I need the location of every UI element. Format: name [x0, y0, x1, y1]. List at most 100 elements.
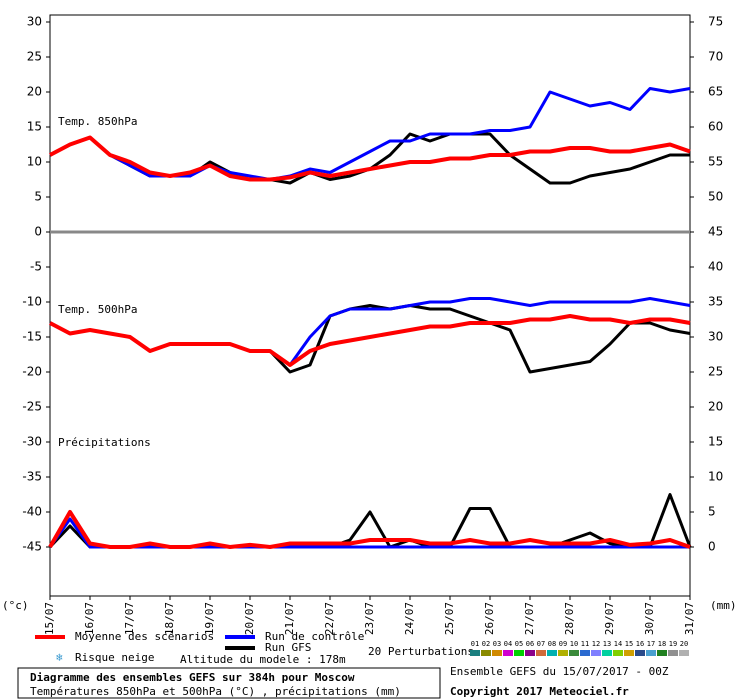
perturbation-swatch [591, 650, 601, 656]
x-tick-label: 30/07 [643, 602, 656, 635]
y-tick-label: 30 [27, 15, 42, 29]
perturbation-label: 02 [482, 640, 490, 648]
y2-tick-label: 60 [708, 120, 723, 134]
x-tick-label: 21/07 [283, 602, 296, 635]
perturbation-swatch [602, 650, 612, 656]
altitude-label: Altitude du modele : 178m [180, 653, 346, 666]
perturbation-label: 01 [471, 640, 479, 648]
legend-label: Run GFS [265, 641, 311, 654]
y-tick-label: -45 [22, 540, 42, 554]
x-tick-label: 28/07 [563, 602, 576, 635]
y-tick-label: -20 [22, 365, 42, 379]
y-tick-label: -25 [22, 400, 42, 414]
perturbation-label: 09 [559, 640, 567, 648]
perturbation-label: 18 [658, 640, 666, 648]
y-tick-label: -15 [22, 330, 42, 344]
y-tick-label: -5 [30, 260, 42, 274]
perturbation-swatch [536, 650, 546, 656]
y-tick-label: 10 [27, 155, 42, 169]
y2-tick-label: 30 [708, 330, 723, 344]
y-tick-label: 0 [34, 225, 42, 239]
y-tick-label: -10 [22, 295, 42, 309]
y2-tick-label: 65 [708, 85, 723, 99]
y-tick-label: -40 [22, 505, 42, 519]
perturbation-label: 10 [570, 640, 578, 648]
x-tick-label: 17/07 [123, 602, 136, 635]
x-tick-label: 31/07 [683, 602, 696, 635]
y2-tick-label: 20 [708, 400, 723, 414]
panel-label: Temp. 500hPa [58, 303, 137, 316]
y2-tick-label: 70 [708, 50, 723, 64]
perturbation-swatch [558, 650, 568, 656]
perturbation-label: 12 [592, 640, 600, 648]
y2-tick-label: 0 [708, 540, 716, 554]
series-line [49, 135, 691, 182]
perturbation-label: 05 [515, 640, 523, 648]
x-tick-label: 27/07 [523, 602, 536, 635]
perturbation-swatch [613, 650, 623, 656]
perturbation-swatch [514, 650, 524, 656]
snow-label: Risque neige [75, 651, 154, 664]
y2-tick-label: 75 [708, 15, 723, 29]
x-tick-label: 23/07 [363, 602, 376, 635]
perturbation-label: 04 [504, 640, 512, 648]
y-tick-label: 15 [27, 120, 42, 134]
x-tick-label: 25/07 [443, 602, 456, 635]
perturbation-label: 20 [680, 640, 688, 648]
x-tick-label: 24/07 [403, 602, 416, 635]
y-tick-label: 20 [27, 85, 42, 99]
perturbation-swatch [569, 650, 579, 656]
x-tick-label: 16/07 [83, 602, 96, 635]
perturbations-label: 20 Perturbations [368, 645, 474, 658]
y2-tick-label: 15 [708, 435, 723, 449]
perturbation-label: 07 [537, 640, 545, 648]
x-tick-label: 15/07 [43, 602, 56, 635]
perturbation-label: 17 [647, 640, 655, 648]
series-line [49, 314, 691, 367]
perturbation-label: 06 [526, 640, 534, 648]
perturbation-swatch [580, 650, 590, 656]
y2-tick-label: 40 [708, 260, 723, 274]
perturbation-label: 19 [669, 640, 677, 648]
x-tick-label: 26/07 [483, 602, 496, 635]
y-tick-label: 5 [34, 190, 42, 204]
y2-tick-label: 5 [708, 505, 716, 519]
perturbation-swatch [646, 650, 656, 656]
y2-tick-label: 55 [708, 155, 723, 169]
perturbation-swatch [635, 650, 645, 656]
copyright: Copyright 2017 Meteociel.fr [450, 685, 629, 698]
series-line [49, 87, 691, 181]
y2-axis-label: (mm) [710, 599, 737, 612]
x-tick-label: 18/07 [163, 602, 176, 635]
y2-tick-label: 10 [708, 470, 723, 484]
y2-tick-label: 35 [708, 295, 723, 309]
run-label: Ensemble GEFS du 15/07/2017 - 00Z [450, 665, 669, 678]
perturbation-swatch [492, 650, 502, 656]
perturbation-swatch [547, 650, 557, 656]
perturbation-swatch [481, 650, 491, 656]
x-tick-label: 19/07 [203, 602, 216, 635]
perturbation-swatch [503, 650, 513, 656]
panel-label: Temp. 850hPa [58, 115, 137, 128]
perturbation-label: 08 [548, 640, 556, 648]
y-tick-label: 25 [27, 50, 42, 64]
perturbation-label: 13 [603, 640, 611, 648]
perturbation-label: 14 [614, 640, 622, 648]
y-tick-label: -35 [22, 470, 42, 484]
perturbation-swatch [624, 650, 634, 656]
chart-title: Diagramme des ensembles GEFS sur 384h po… [30, 671, 355, 684]
x-tick-label: 20/07 [243, 602, 256, 635]
y2-tick-label: 45 [708, 225, 723, 239]
perturbation-swatch [679, 650, 689, 656]
snow-icon: ❄ [56, 651, 63, 664]
panel-label: Précipitations [58, 436, 151, 449]
title-box [17, 667, 441, 699]
legend-label: Run de contrôle [265, 630, 364, 643]
series-line [48, 517, 690, 549]
perturbation-label: 11 [581, 640, 589, 648]
perturbation-label: 03 [493, 640, 501, 648]
perturbation-swatch [668, 650, 678, 656]
perturbation-label: 15 [625, 640, 633, 648]
perturbation-swatch [470, 650, 480, 656]
